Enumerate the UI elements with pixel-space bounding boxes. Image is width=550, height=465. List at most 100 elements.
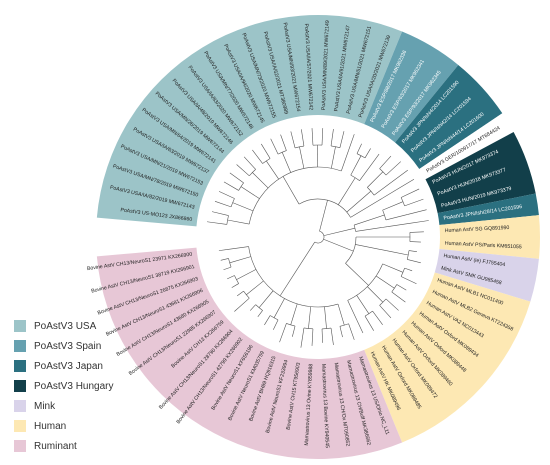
internal-branch xyxy=(367,286,384,303)
tip-branch xyxy=(270,138,279,155)
tip-branch xyxy=(257,310,263,318)
clade-arc xyxy=(367,187,375,196)
clade-sectors xyxy=(96,15,540,459)
tip-branch xyxy=(339,131,345,148)
internal-branch xyxy=(382,263,404,273)
deep-branch xyxy=(279,268,298,297)
tip-branch xyxy=(404,267,413,272)
internal-branch xyxy=(229,256,251,264)
tip-branch xyxy=(311,328,314,346)
tip-branch xyxy=(218,191,235,199)
internal-branch xyxy=(382,201,404,211)
tree-branches xyxy=(207,128,429,348)
deep-arc xyxy=(298,198,351,218)
leaf-label: Mamastrovirus 13 Ovine KY859988 xyxy=(304,364,314,446)
tip-branch xyxy=(409,241,421,243)
tip-branch xyxy=(330,328,334,345)
tip-branch xyxy=(218,249,227,251)
node-arc xyxy=(339,323,349,327)
tip-branch xyxy=(236,164,250,177)
clade-sector xyxy=(439,215,540,259)
tip-branch xyxy=(292,326,296,337)
legend-swatch-ruminant xyxy=(14,440,26,452)
root-branch xyxy=(297,241,316,270)
tip-branch xyxy=(220,258,229,261)
node-arc xyxy=(262,158,271,164)
tip-branch xyxy=(280,134,287,151)
legend: PoAstV3 USA PoAstV3 Spain PoAstV3 Japan … xyxy=(14,316,129,456)
tip-branch xyxy=(214,201,232,208)
internal-branch xyxy=(273,298,285,318)
tip-branch xyxy=(408,220,429,224)
internal-branch xyxy=(386,250,409,256)
root-branch xyxy=(323,227,356,236)
clade-sector xyxy=(434,249,539,302)
internal-branch xyxy=(356,295,370,314)
tip-branch xyxy=(273,319,279,330)
tip-branch xyxy=(391,291,406,303)
tip-branch xyxy=(223,181,239,191)
tip-branch xyxy=(229,172,244,184)
node-arc xyxy=(238,182,244,191)
leaf-label: Mamastrovirus 13 Bovine KY940545 xyxy=(320,364,330,448)
tip-branch xyxy=(227,275,235,280)
root-arc xyxy=(314,230,325,244)
tip-branch xyxy=(223,266,232,271)
internal-branch xyxy=(227,219,250,225)
tip-branch xyxy=(396,178,415,190)
deep-branch xyxy=(355,244,387,251)
internal-branch xyxy=(373,181,392,196)
tip-branch xyxy=(300,327,305,348)
tip-branch xyxy=(400,276,417,285)
clade-sector xyxy=(364,31,459,143)
tip-branch xyxy=(385,298,399,311)
tip-branch xyxy=(385,161,401,176)
internal-branch xyxy=(377,189,397,202)
legend-item-usa: PoAstV3 USA xyxy=(14,316,129,336)
internal-branch xyxy=(258,290,274,308)
tip-branch xyxy=(400,188,420,198)
clade-arc xyxy=(350,174,360,181)
tip-branch xyxy=(396,284,407,291)
internal-branch xyxy=(240,186,260,199)
legend-swatch-mink xyxy=(14,400,26,412)
tip-branch xyxy=(407,259,421,264)
internal-branch xyxy=(387,223,410,227)
legend-swatch-human xyxy=(14,420,26,432)
internal-branch xyxy=(226,246,249,250)
internal-branch xyxy=(385,214,408,221)
internal-branch xyxy=(331,146,336,169)
node-arc xyxy=(356,153,366,159)
internal-branch xyxy=(347,300,358,321)
legend-label-ruminant: Ruminant xyxy=(34,440,77,452)
internal-branch xyxy=(266,160,279,180)
tip-branch xyxy=(207,221,227,225)
tip-branch xyxy=(236,290,244,297)
deep-branch xyxy=(350,200,379,218)
tip-branch xyxy=(231,283,239,288)
legend-label-japan: PoAstV3 Japan xyxy=(34,360,103,372)
legend-item-human: Human xyxy=(14,416,129,436)
node-arc xyxy=(400,197,405,207)
tip-branch xyxy=(364,148,371,159)
internal-branch xyxy=(232,202,254,212)
legend-swatch-usa xyxy=(14,320,26,332)
tip-branch xyxy=(330,129,334,146)
tip-branch xyxy=(364,315,374,331)
internal-branch xyxy=(341,150,349,172)
clade-sector xyxy=(419,113,514,180)
leaf-label: PoAstV3 USA/MN/89/2021 MW672149 xyxy=(321,20,331,110)
leaf-label: PoAstV3 USA/IA/57/2021 MW672142 xyxy=(303,23,314,110)
internal-branch xyxy=(252,172,269,189)
internal-branch xyxy=(299,146,305,169)
legend-swatch-japan xyxy=(14,360,26,372)
deep-branch xyxy=(353,214,385,226)
legend-item-mink: Mink xyxy=(14,396,129,416)
node-arc xyxy=(400,267,405,277)
deep-branch xyxy=(355,226,388,232)
tip-branch xyxy=(339,326,343,338)
node-arc xyxy=(228,258,232,268)
tip-branch xyxy=(252,149,263,164)
tip-branch xyxy=(372,153,380,164)
